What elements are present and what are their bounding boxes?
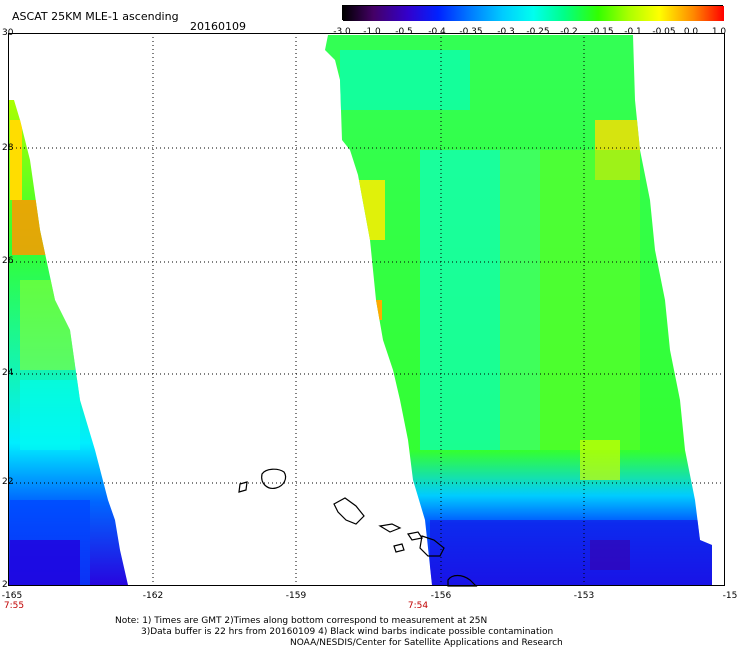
map-frame	[8, 33, 725, 586]
product-title: ASCAT 25KM MLE-1 ascending	[12, 10, 179, 23]
x-tick-label: -165	[1, 591, 23, 601]
x-tick-label: -15	[722, 591, 738, 601]
y-tick-label: 30	[2, 28, 14, 38]
note-line-1: Note: 1) Times are GMT 2)Times along bot…	[115, 616, 488, 626]
x-tick-label: -162	[142, 591, 164, 601]
colorbar-label: -0.05	[652, 27, 676, 37]
colorbar-label: -1.0	[363, 27, 381, 37]
product-date: 20160109	[190, 20, 246, 33]
y-tick-label: 26	[2, 256, 14, 266]
colorbar-gradient	[343, 6, 724, 21]
y-tick-label: 2	[2, 580, 8, 590]
colorbar-label: -0.3	[497, 27, 515, 37]
colorbar-label: -0.15	[590, 27, 614, 37]
grid	[8, 33, 725, 586]
x-tick-label: -153	[573, 591, 595, 601]
colorbar-label: 1.0	[711, 27, 727, 37]
colorbar-label: -0.35	[459, 27, 483, 37]
colorbar	[342, 5, 724, 21]
time-label-left: 7:55	[3, 601, 25, 611]
note-line-3: NOAA/NESDIS/Center for Satellite Applica…	[290, 638, 563, 648]
colorbar-label: -0.5	[395, 27, 413, 37]
y-tick-label: 28	[2, 143, 14, 153]
note-line-2: 3)Data buffer is 22 hrs from 20160109 4)…	[141, 627, 554, 637]
colorbar-label: -0.1	[624, 27, 642, 37]
colorbar-label: -0.4	[428, 27, 446, 37]
x-tick-label: -159	[285, 591, 307, 601]
colorbar-label: -3.0	[333, 27, 351, 37]
x-tick-label: -156	[430, 591, 452, 601]
colorbar-label: -0.2	[560, 27, 578, 37]
colorbar-label: -0.25	[526, 27, 550, 37]
y-tick-label: 22	[2, 477, 14, 487]
y-tick-label: 24	[2, 368, 14, 378]
time-label-center: 7:54	[407, 601, 429, 611]
colorbar-label: 0.0	[683, 27, 699, 37]
